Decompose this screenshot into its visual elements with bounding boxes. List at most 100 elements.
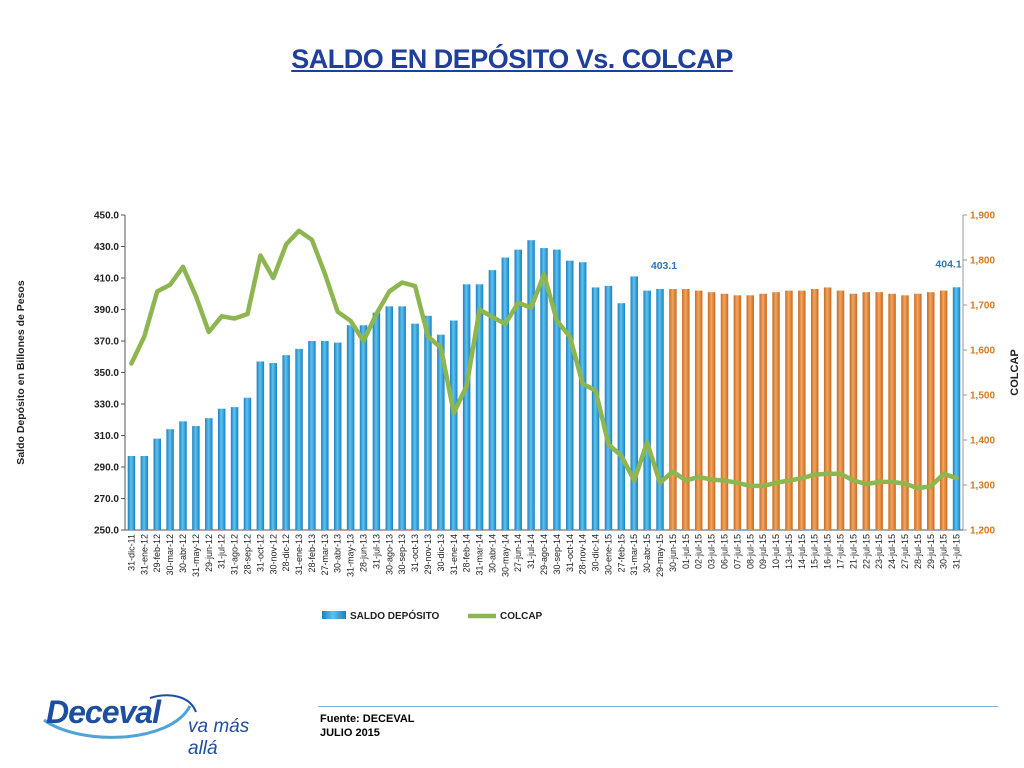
bar-saldo-deposito — [604, 285, 613, 530]
bar-saldo-deposito — [656, 289, 664, 530]
x-tick-label: 30-sep-13 — [397, 534, 407, 575]
bar-saldo-deposito — [540, 248, 548, 530]
x-tick-label: 23-jul-15 — [874, 534, 884, 569]
y-tick-label: 330.0 — [94, 400, 119, 411]
x-tick-label: 27-feb-15 — [616, 534, 626, 573]
y2-tick-label: 1,300 — [970, 481, 995, 492]
x-tick-label: 31-oct-12 — [255, 534, 265, 572]
bar-saldo-deposito — [192, 426, 200, 530]
bar-saldo-deposito — [746, 295, 755, 530]
y-axis-title: Saldo Depósito en Billones de Pesos — [15, 280, 27, 465]
bar-saldo-deposito — [179, 421, 187, 530]
x-tick-label: 31-oct-14 — [565, 534, 575, 572]
y-tick-label: 250.0 — [94, 526, 119, 537]
x-tick-label: 30-sep-14 — [552, 534, 562, 575]
x-tick-label: 02-jul-15 — [694, 534, 704, 569]
bar-saldo-deposito — [694, 290, 703, 530]
x-tick-label: 30-abr-13 — [333, 534, 343, 573]
y-tick-label: 450.0 — [94, 211, 119, 222]
x-tick-label: 16-jul-15 — [823, 534, 833, 569]
x-tick-label: 31-oct-13 — [410, 534, 420, 572]
x-tick-label: 09-jul-15 — [758, 534, 768, 569]
logo-text: Deceval — [46, 694, 161, 730]
y2-tick-label: 1,600 — [970, 346, 995, 357]
x-tick-label: 30-dic-13 — [436, 534, 446, 572]
x-tick-label: 10-jul-15 — [771, 534, 781, 569]
y-tick-label: 370.0 — [94, 337, 119, 348]
bar-saldo-deposito — [939, 290, 948, 530]
bar-saldo-deposito — [359, 325, 368, 530]
bar-saldo-deposito — [321, 341, 329, 530]
x-tick-label: 22-jul-15 — [861, 534, 871, 569]
data-label: 404.1 — [935, 258, 961, 270]
logo-swoosh-icon — [43, 694, 197, 739]
bar-saldo-deposito — [372, 312, 381, 530]
y2-tick-label: 1,200 — [970, 526, 995, 537]
bar-saldo-deposito — [140, 455, 149, 530]
bar-saldo-deposito — [772, 292, 780, 530]
y2-tick-label: 1,400 — [970, 436, 995, 447]
bar-saldo-deposito — [823, 287, 832, 530]
x-tick-label: 06-jul-15 — [719, 534, 729, 569]
x-tick-label: 28-sep-12 — [242, 534, 252, 575]
legend-label-saldo: SALDO DEPÓSITO — [350, 609, 439, 622]
line-colcap — [129, 228, 959, 491]
bar-saldo-deposito — [424, 315, 432, 530]
x-tick-label: 31-jul-15 — [952, 534, 962, 569]
bar-saldo-deposito — [888, 293, 896, 530]
x-tick-label: 30-ago-13 — [384, 534, 394, 575]
bar-saldo-deposito — [643, 290, 651, 530]
x-tick-label: 28-jun-13 — [359, 534, 369, 572]
bar-saldo-deposito — [295, 348, 303, 530]
bar-saldo-deposito — [385, 306, 394, 530]
bar-saldo-deposito — [308, 341, 316, 530]
bar-saldo-deposito — [875, 292, 883, 530]
bar-saldo-deposito — [475, 284, 484, 530]
bar-saldo-deposito — [501, 257, 510, 530]
bar-saldo-deposito — [282, 355, 290, 530]
x-tick-label: 31-ene-13 — [294, 534, 304, 575]
y-tick-label: 390.0 — [94, 305, 119, 316]
x-tick-label: 27-mar-13 — [320, 534, 330, 576]
bar-saldo-deposito — [398, 306, 406, 530]
bar-saldo-deposito — [127, 455, 136, 530]
bar-saldo-deposito — [927, 292, 935, 530]
bar-saldo-deposito — [849, 293, 858, 530]
x-tick-label: 30-dic-14 — [591, 534, 601, 572]
bar-saldo-deposito — [488, 270, 497, 530]
x-tick-label: 29-jun-12 — [204, 534, 214, 572]
bar-saldo-deposito — [617, 303, 626, 530]
x-tick-label: 31-ago-12 — [230, 534, 240, 575]
legend-swatch-saldo — [322, 611, 346, 619]
bar-saldo-deposito — [205, 418, 213, 530]
source-text: Fuente: DECEVAL — [320, 713, 415, 725]
x-tick-label: 29-may-15 — [655, 534, 665, 577]
bar-saldo-deposito — [591, 287, 600, 530]
x-tick-label: 27-jun-14 — [513, 534, 523, 572]
bar-saldo-deposito — [166, 429, 174, 530]
bar-saldo-deposito — [862, 292, 871, 530]
data-label: 403.1 — [651, 260, 677, 272]
x-tick-label: 31-mar-14 — [475, 534, 485, 576]
x-tick-label: 30-abr-14 — [487, 534, 497, 573]
y-tick-label: 270.0 — [94, 494, 119, 505]
legend-label-colcap: COLCAP — [500, 611, 543, 622]
bar-saldo-deposito — [346, 325, 355, 530]
x-tick-label: 30-abr-12 — [178, 534, 188, 573]
x-tick-label: 30-jun-15 — [668, 534, 678, 572]
bar-saldo-deposito — [450, 320, 458, 530]
deceval-logo: Deceval va más allá — [40, 686, 280, 759]
x-tick-label: 31-jul-13 — [371, 534, 381, 569]
bar-saldo-deposito — [243, 397, 252, 530]
bar-saldo-deposito — [553, 249, 561, 530]
x-tick-label: 28-feb-14 — [462, 534, 472, 573]
bar-saldo-deposito — [785, 290, 793, 530]
bar-saldo-deposito — [437, 334, 445, 530]
y2-tick-label: 1,500 — [970, 391, 995, 402]
x-tick-label: 30-may-14 — [500, 534, 510, 577]
bar-saldo-deposito — [566, 260, 574, 530]
x-tick-label: 07-jul-15 — [732, 534, 742, 569]
page-title: SALDO EN DEPÓSITO Vs. COLCAP — [291, 44, 733, 74]
bar-saldo-deposito — [230, 407, 239, 530]
bar-saldo-deposito — [798, 290, 806, 530]
